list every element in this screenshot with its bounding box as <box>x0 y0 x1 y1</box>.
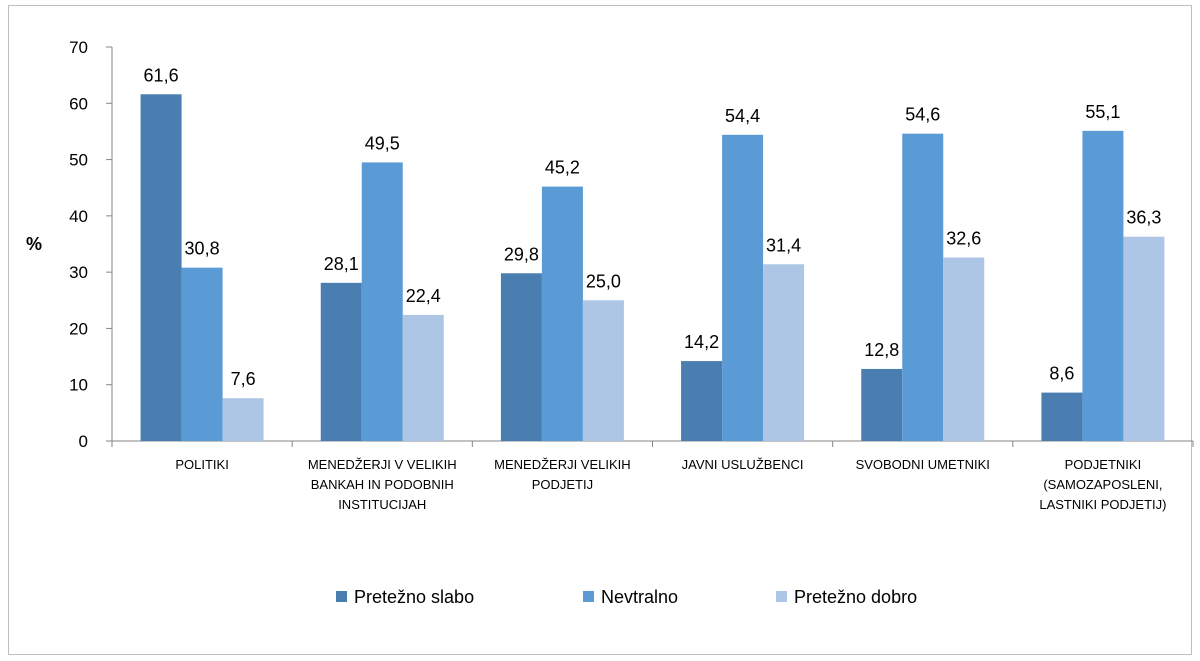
data-label: 30,8 <box>185 239 220 259</box>
y-tick-label: 0 <box>79 432 88 451</box>
data-label: 22,4 <box>406 286 441 306</box>
legend-label: Pretežno slabo <box>354 587 474 607</box>
data-label: 45,2 <box>545 158 580 178</box>
legend-label: Nevtralno <box>601 587 678 607</box>
data-label: 29,8 <box>504 244 539 264</box>
data-label: 7,6 <box>231 369 256 389</box>
data-label: 14,2 <box>684 332 719 352</box>
bars <box>140 94 1165 441</box>
legend: Pretežno slabo Nevtralno Pretežno dobro <box>336 587 917 607</box>
x-tick-label: MENEDŽERJI V VELIKIH BANKAH IN PODOBNIH IN… <box>308 457 457 512</box>
data-label: 54,4 <box>725 106 760 126</box>
data-label: 28,1 <box>324 254 359 274</box>
bar <box>681 361 723 441</box>
y-tick-label: 10 <box>69 376 88 395</box>
y-tick-label: 20 <box>69 319 88 338</box>
x-tick-label: JAVNI USLUŽBENCI <box>682 457 804 472</box>
legend-swatch <box>336 591 347 602</box>
y-tick-label: 40 <box>69 207 88 226</box>
bar <box>1082 130 1124 441</box>
bar <box>361 162 403 441</box>
data-label: 12,8 <box>864 340 899 360</box>
bar <box>582 300 624 441</box>
data-label: 61,6 <box>144 65 179 85</box>
data-label: 54,6 <box>905 105 940 125</box>
bar <box>943 257 985 441</box>
axes: 0 10 20 30 40 50 60 70% POLITIKI MENEDŽERJI V VEL… <box>26 38 1194 512</box>
y-tick-label: 30 <box>69 263 88 282</box>
bar <box>500 273 542 441</box>
legend-label: Pretežno dobro <box>794 587 917 607</box>
bar <box>722 134 764 441</box>
x-tick-label: PODJETNIKI (SAMOZAPOSLENI, LASTNIKI PODJET… <box>1039 457 1166 512</box>
bar <box>140 94 182 441</box>
bar <box>320 282 362 441</box>
legend-swatch <box>583 591 594 602</box>
data-labels: 61,6 28,1 29,8 14,2 12,8 8,6 30,8 49,5 45,2 54,4 5… <box>144 65 1162 389</box>
bar <box>763 264 805 441</box>
bar <box>1041 392 1083 441</box>
bar <box>402 314 444 441</box>
data-label: 49,5 <box>365 133 400 153</box>
y-axis-label: % <box>26 234 42 254</box>
bar <box>222 398 264 441</box>
legend-swatch <box>776 591 787 602</box>
data-label: 36,3 <box>1126 208 1161 228</box>
y-tick-label: 60 <box>69 94 88 113</box>
y-tick-label: 70 <box>69 38 88 57</box>
bar <box>861 368 903 441</box>
data-label: 8,6 <box>1049 364 1074 384</box>
x-tick-label: POLITIKI <box>175 457 228 472</box>
data-label: 55,1 <box>1085 102 1120 122</box>
bar <box>181 267 223 441</box>
bar <box>541 186 583 441</box>
data-label: 25,0 <box>586 271 621 291</box>
data-label: 32,6 <box>946 229 981 249</box>
x-tick-label: SVOBODNI UMETNIKI <box>856 457 990 472</box>
bar <box>902 133 944 441</box>
bar <box>1123 236 1165 441</box>
x-tick-label: MENEDŽERJI VELIKIH PODJETIJ <box>494 457 631 492</box>
y-tick-label: 50 <box>69 151 88 170</box>
data-label: 31,4 <box>766 235 801 255</box>
